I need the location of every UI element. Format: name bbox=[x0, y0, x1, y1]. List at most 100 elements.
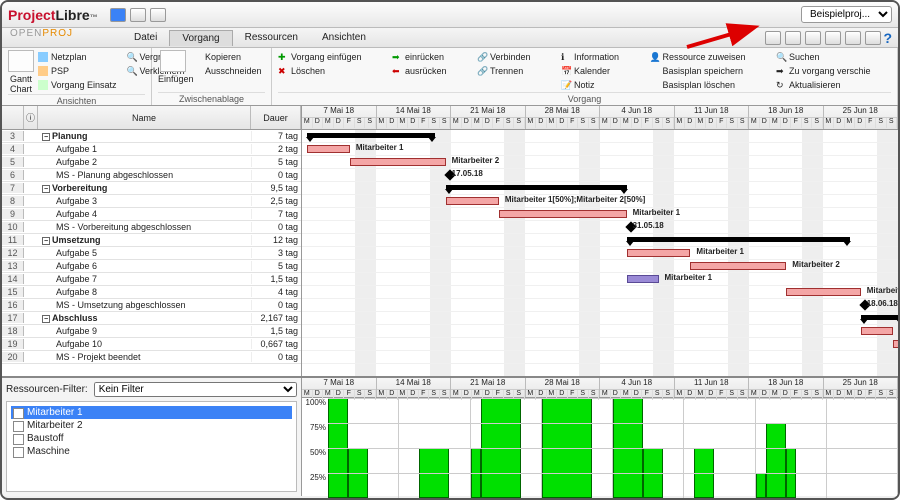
gantt-bar[interactable] bbox=[690, 262, 786, 270]
gantt-summary[interactable] bbox=[627, 237, 850, 242]
bottom-pane: Ressourcen-Filter: Kein Filter Mitarbeit… bbox=[2, 376, 898, 496]
task-row[interactable]: 20MS - Projekt beendet0 tag bbox=[2, 351, 301, 364]
views-icon-5[interactable] bbox=[845, 31, 861, 45]
redo-icon[interactable] bbox=[150, 8, 166, 22]
gantt-label: Mitarbeiter 2 bbox=[792, 260, 840, 269]
resource-item[interactable]: Mitarbeiter 1 bbox=[11, 406, 292, 419]
insert-task-button[interactable]: ✚Vorgang einfügen bbox=[278, 50, 382, 64]
menubar: Datei Vorgang Ressourcen Ansichten ? bbox=[2, 28, 898, 48]
group-clipboard-label: Zwischenablage bbox=[158, 92, 265, 104]
gantt-label: 18.06.18 bbox=[867, 299, 898, 308]
save-icon[interactable] bbox=[110, 8, 126, 22]
task-row[interactable]: 6MS - Planung abgeschlossen0 tag bbox=[2, 169, 301, 182]
task-row[interactable]: 9Aufgabe 47 tag bbox=[2, 208, 301, 221]
views-icon-4[interactable] bbox=[825, 31, 841, 45]
resource-filter-select[interactable]: Kein Filter bbox=[94, 382, 297, 397]
task-row[interactable]: 18Aufgabe 91,5 tag bbox=[2, 325, 301, 338]
indent-button[interactable]: ➡einrücken bbox=[392, 50, 467, 64]
gantt-label: 17.05.18 bbox=[452, 169, 483, 178]
views-icon-1[interactable] bbox=[765, 31, 781, 45]
group-ansichten-label: Ansichten bbox=[8, 94, 145, 106]
app-window: ProjectLibre™ Beispielproj... OPENPROJ D… bbox=[0, 0, 900, 500]
copy-button[interactable]: Kopieren bbox=[192, 50, 262, 64]
delete-baseline-button[interactable]: Basisplan löschen bbox=[650, 78, 767, 92]
resource-panel: Ressourcen-Filter: Kein Filter Mitarbeit… bbox=[2, 378, 302, 496]
resource-list[interactable]: Mitarbeiter 1Mitarbeiter 2BaustoffMaschi… bbox=[6, 401, 297, 492]
task-row[interactable]: 14Aufgabe 71,5 tag bbox=[2, 273, 301, 286]
menu-vorgang[interactable]: Vorgang bbox=[169, 30, 232, 46]
undo-icon[interactable] bbox=[130, 8, 146, 22]
search-button[interactable]: 🔍Suchen bbox=[776, 50, 891, 64]
note-button[interactable]: 📝Notiz bbox=[561, 78, 639, 92]
gantt-bar[interactable] bbox=[307, 145, 350, 153]
resource-item[interactable]: Mitarbeiter 2 bbox=[11, 419, 292, 432]
netzplan-button[interactable]: Netzplan bbox=[38, 50, 117, 64]
task-row[interactable]: 4Aufgabe 12 tag bbox=[2, 143, 301, 156]
paste-button[interactable]: Einfügen bbox=[158, 50, 188, 92]
menu-ansichten[interactable]: Ansichten bbox=[310, 30, 378, 45]
task-row[interactable]: 10MS - Vorbereitung abgeschlossen0 tag bbox=[2, 221, 301, 234]
app-logo: ProjectLibre™ bbox=[8, 7, 98, 23]
gantt-label: Mitarbeiter 1 bbox=[356, 143, 404, 152]
task-row[interactable]: 7−Vorbereitung9,5 tag bbox=[2, 182, 301, 195]
gantt-bar[interactable] bbox=[861, 327, 893, 335]
assign-resource-button[interactable]: 👤Ressource zuweisen bbox=[650, 50, 767, 64]
gantt-bar[interactable] bbox=[627, 249, 691, 257]
histogram-bar bbox=[756, 473, 766, 498]
menu-ressourcen[interactable]: Ressourcen bbox=[233, 30, 310, 45]
info-button[interactable]: ℹInformation bbox=[561, 50, 639, 64]
gantt-chart-button[interactable]: Gantt Chart bbox=[8, 50, 34, 94]
gantt-bar[interactable] bbox=[499, 210, 627, 218]
unlink-button[interactable]: 🔗Trennen bbox=[477, 64, 551, 78]
gantt-label: Mitarbeiter 2 bbox=[452, 156, 500, 165]
gantt-label: Mitarbeiter 1 bbox=[696, 247, 744, 256]
gantt-summary[interactable] bbox=[446, 185, 627, 190]
group-vorgang-label: Vorgang bbox=[278, 92, 891, 104]
calendar-button[interactable]: 📅Kalender bbox=[561, 64, 639, 78]
task-row[interactable]: 5Aufgabe 25 tag bbox=[2, 156, 301, 169]
psp-button[interactable]: PSP bbox=[38, 64, 117, 78]
views-icon-2[interactable] bbox=[785, 31, 801, 45]
task-row[interactable]: 17−Abschluss2,167 tag bbox=[2, 312, 301, 325]
task-row[interactable]: 8Aufgabe 32,5 tag bbox=[2, 195, 301, 208]
gantt-bar[interactable] bbox=[627, 275, 659, 283]
gantt-label: Mitarbeiter 1[50%];Mitarbeiter 2[50%] bbox=[505, 195, 645, 204]
vorgang-einsatz-button[interactable]: Vorgang Einsatz bbox=[38, 78, 117, 92]
gantt-label: Mitarbeiter 1 bbox=[633, 208, 681, 217]
main-split: ⓘ Name Dauer 3−Planung7 tag4Aufgabe 12 t… bbox=[2, 106, 898, 376]
refresh-button[interactable]: ↻Aktualisieren bbox=[776, 78, 891, 92]
goto-task-button[interactable]: ➡Zu vorgang verschie bbox=[776, 64, 891, 78]
resource-item[interactable]: Baustoff bbox=[11, 432, 292, 445]
gantt-summary[interactable] bbox=[307, 133, 435, 138]
outdent-button[interactable]: ⬅ausrücken bbox=[392, 64, 467, 78]
cut-button[interactable]: Ausschneiden bbox=[192, 64, 262, 78]
resource-histogram: 7 Mai 18MDMDFSS14 Mai 18MDMDFSS21 Mai 18… bbox=[302, 378, 898, 496]
task-row[interactable]: 19Aufgabe 100,667 tag bbox=[2, 338, 301, 351]
gantt-summary[interactable] bbox=[861, 315, 898, 320]
gantt-label: Mitarbeiter 1 bbox=[664, 273, 712, 282]
task-row[interactable]: 11−Umsetzung12 tag bbox=[2, 234, 301, 247]
histogram-bar bbox=[766, 423, 786, 498]
task-row[interactable]: 3−Planung7 tag bbox=[2, 130, 301, 143]
gantt-bar[interactable] bbox=[350, 158, 446, 166]
gantt-bar[interactable] bbox=[786, 288, 860, 296]
delete-task-button[interactable]: ✖Löschen bbox=[278, 64, 382, 78]
link-button[interactable]: 🔗Verbinden bbox=[477, 50, 551, 64]
gantt-bar[interactable] bbox=[893, 340, 898, 348]
task-row[interactable]: 16MS - Umsetzung abgeschlossen0 tag bbox=[2, 299, 301, 312]
ribbon: Gantt Chart Netzplan PSP Vorgang Einsatz… bbox=[2, 48, 898, 106]
task-row[interactable]: 12Aufgabe 53 tag bbox=[2, 247, 301, 260]
views-icon-3[interactable] bbox=[805, 31, 821, 45]
menu-datei[interactable]: Datei bbox=[122, 30, 169, 45]
col-name-header[interactable]: Name bbox=[38, 106, 251, 129]
views-icon-6[interactable] bbox=[865, 31, 881, 45]
task-row[interactable]: 13Aufgabe 65 tag bbox=[2, 260, 301, 273]
help-icon[interactable]: ? bbox=[883, 30, 892, 46]
task-row[interactable]: 15Aufgabe 84 tag bbox=[2, 286, 301, 299]
resource-item[interactable]: Maschine bbox=[11, 445, 292, 458]
gantt-bar[interactable] bbox=[446, 197, 499, 205]
col-dur-header[interactable]: Dauer bbox=[251, 106, 301, 129]
project-selector[interactable]: Beispielproj... bbox=[801, 6, 892, 23]
save-baseline-button[interactable]: Basisplan speichern bbox=[650, 64, 767, 78]
sub-brand: OPENPROJ bbox=[10, 28, 73, 39]
